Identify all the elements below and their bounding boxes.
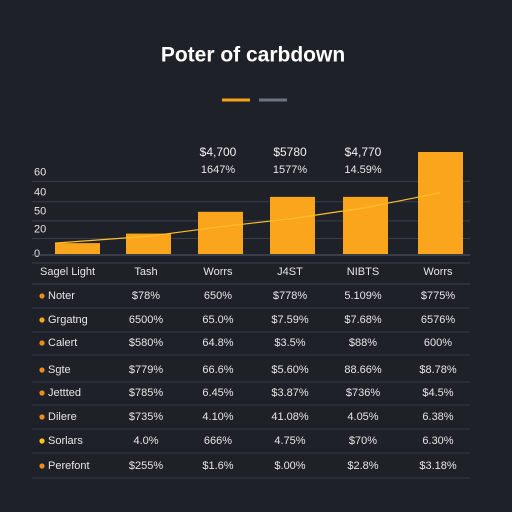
row-dot — [39, 463, 45, 469]
table-cell: $7.68% — [344, 314, 382, 326]
table-cell: 6.38% — [422, 411, 453, 423]
table-cell: $4.5% — [422, 387, 453, 399]
row-dot — [39, 390, 45, 396]
table-cell: $779% — [129, 364, 163, 376]
bar — [126, 233, 171, 254]
table-cell: $1.6% — [202, 460, 233, 472]
row-label: Grgatng — [48, 314, 88, 326]
row-label: Noter — [48, 290, 75, 302]
table-cell: 666% — [204, 435, 232, 447]
table-cell: 41.08% — [271, 411, 309, 423]
row-dot — [39, 438, 45, 444]
table-cell: $2.8% — [347, 460, 378, 472]
x-tick-label: Worrs — [423, 266, 453, 278]
table-cell: $78% — [132, 290, 160, 302]
bar — [270, 196, 315, 254]
row-label: Jettted — [48, 387, 81, 399]
bar-percent: 1647% — [201, 164, 235, 176]
table-cell: $778% — [273, 290, 307, 302]
bar — [418, 152, 463, 254]
table-cell: 64.8% — [202, 337, 233, 349]
row-dot — [39, 414, 45, 420]
table-cell: $5.60% — [271, 364, 309, 376]
bar-percent: 1577% — [273, 164, 307, 176]
y-tick-label: 0 — [34, 248, 40, 260]
x-tick-label: Worrs — [203, 266, 233, 278]
y-tick-label: 40 — [34, 187, 46, 199]
row-dot — [39, 367, 45, 373]
chart-title: Poter of carbdown — [161, 44, 345, 67]
table-cell: $255% — [129, 460, 163, 472]
bar-amount: $5780 — [273, 145, 307, 159]
table-cell: $775% — [421, 290, 455, 302]
table-cell: $580% — [129, 337, 163, 349]
table-cell: $70% — [349, 435, 377, 447]
y-tick-label: 50 — [34, 206, 46, 218]
x-tick-label: NIBTS — [347, 266, 379, 278]
table-cell: 4.05% — [347, 411, 378, 423]
x-tick-label: J4ST — [277, 266, 303, 278]
row-dot — [39, 340, 45, 346]
row-label: Sgte — [48, 364, 71, 376]
x-tick-label: Tash — [134, 266, 157, 278]
row-label: Perefont — [48, 460, 90, 472]
table-cell: $.00% — [274, 460, 305, 472]
table-cell: 6500% — [129, 314, 163, 326]
y-tick-label: 60 — [34, 166, 46, 178]
table-cell: $8.78% — [419, 364, 457, 376]
table-cell: $736% — [346, 387, 380, 399]
row-label: Calert — [48, 337, 77, 349]
table-cell: 600% — [424, 337, 452, 349]
bar-percent: 14.59% — [344, 164, 382, 176]
bar — [55, 243, 100, 254]
table-cell: $7.59% — [271, 314, 309, 326]
table-cell: $735% — [129, 411, 163, 423]
bar-amount: $4,770 — [345, 145, 382, 159]
table-cell: 4.0% — [133, 435, 158, 447]
table-cell: $3.18% — [419, 460, 457, 472]
table-cell: 66.6% — [202, 364, 233, 376]
row-dot — [39, 293, 45, 299]
table-cell: 6.30% — [422, 435, 453, 447]
table-cell: 88.66% — [344, 364, 382, 376]
row-dot — [39, 317, 45, 323]
bar — [198, 211, 243, 254]
bar-amount: $4,700 — [200, 145, 237, 159]
trend-line — [54, 192, 441, 244]
table-cell: 65.0% — [202, 314, 233, 326]
x-tick-label: Sagel Light — [40, 266, 95, 278]
table-cell: $88% — [349, 337, 377, 349]
table-cell: 4.10% — [202, 411, 233, 423]
table-cell: $785% — [129, 387, 163, 399]
table-cell: 6.45% — [202, 387, 233, 399]
table-cell: 650% — [204, 290, 232, 302]
table-cell: 6576% — [421, 314, 455, 326]
row-label: Dilere — [48, 411, 77, 423]
table-cell: 4.75% — [274, 435, 305, 447]
table-cell: $3.87% — [271, 387, 309, 399]
bar — [343, 196, 388, 254]
y-tick-label: 20 — [34, 223, 46, 235]
row-label: Sorlars — [48, 435, 83, 447]
table-cell: $3.5% — [274, 337, 305, 349]
table-cell: 5.109% — [344, 290, 382, 302]
